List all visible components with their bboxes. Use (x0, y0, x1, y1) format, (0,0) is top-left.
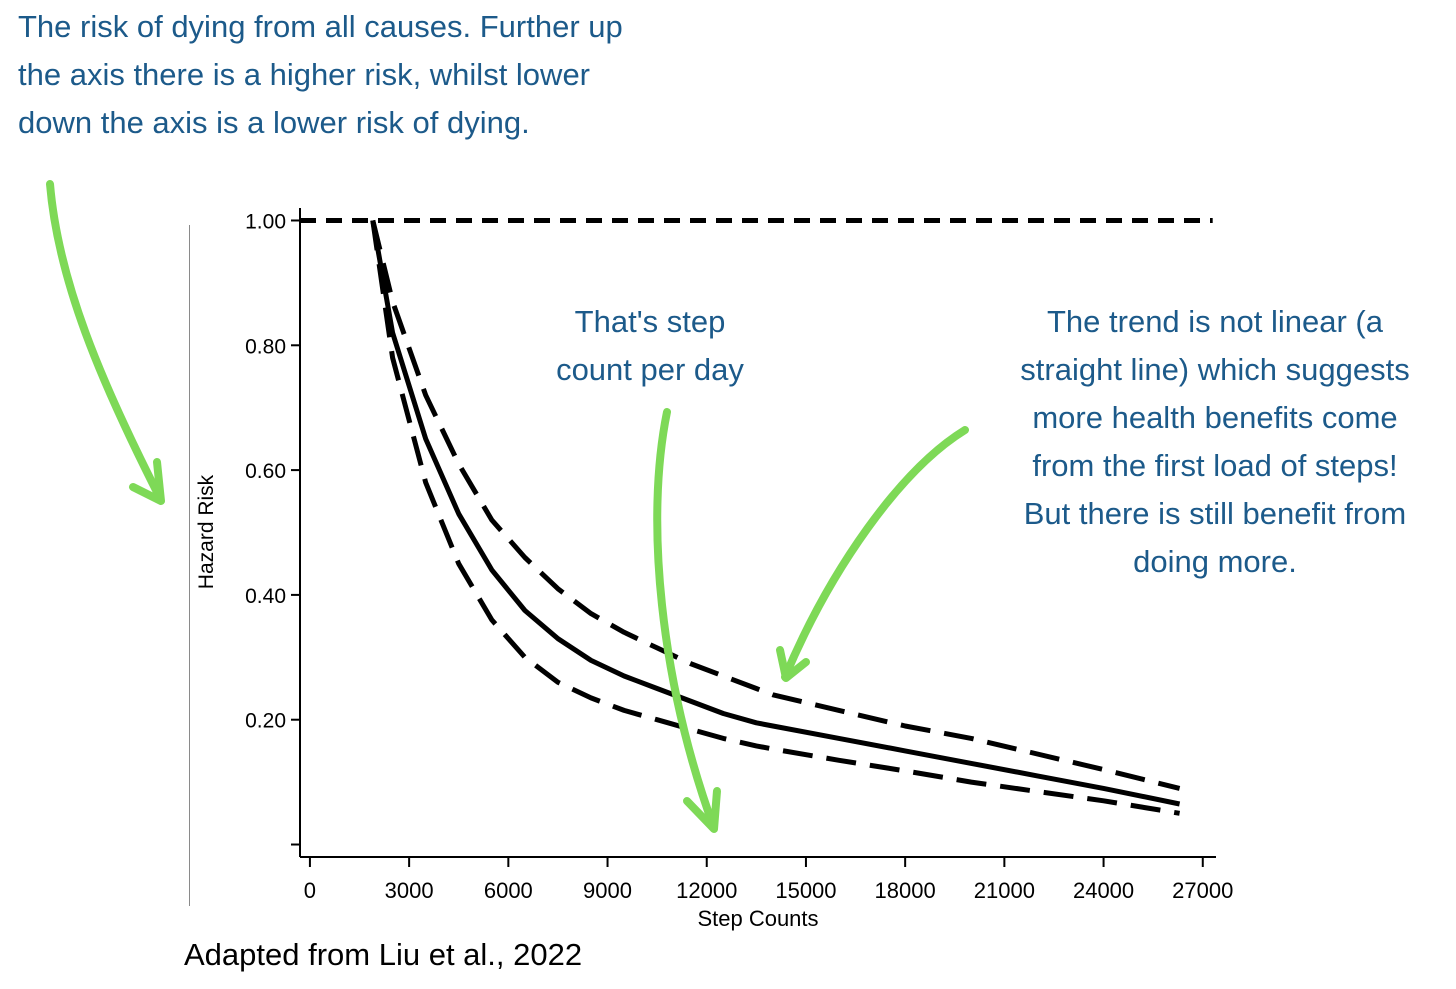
arrow-shaft (46, 180, 164, 502)
x-axis-label: Step Counts (697, 906, 818, 931)
arrow-shaft (653, 408, 718, 832)
x-tick-label: 3000 (385, 878, 434, 903)
y-axis-label: Hazard Risk (195, 474, 218, 589)
x-tick-label: 9000 (583, 878, 632, 903)
y-tick-label: 0.40 (245, 585, 286, 608)
y-axis-annotation-line: the axis there is a higher risk, whilst … (18, 57, 591, 92)
y-axis-annotation-line: The risk of dying from all causes. Furth… (18, 9, 623, 44)
arrowhead-icon (129, 458, 165, 505)
arrowhead-icon (776, 646, 810, 682)
x-ticks: 0 3000 6000 9000 12000 15000 18000 21000 24000 27… (304, 857, 1233, 903)
x-tick-label: 27000 (1172, 878, 1233, 903)
x-tick-label: 6000 (484, 878, 533, 903)
y-ticks: 0.20 0.40 0.60 0.80 1.00 (245, 210, 300, 846)
arrow-to-trend (776, 426, 969, 682)
x-axis-annotation-line: count per day (556, 352, 744, 387)
trend-annotation-line: straight line) which suggests (1020, 352, 1410, 387)
y-tick-label: 0.20 (245, 710, 286, 733)
x-axis-annotation: That's step count per day (520, 298, 780, 394)
x-tick-label: 24000 (1073, 878, 1134, 903)
x-tick-label: 21000 (974, 878, 1035, 903)
x-axis-annotation-line: That's step (574, 304, 726, 339)
chart-axes (299, 208, 1216, 858)
y-tick-label: 0.80 (245, 335, 286, 358)
x-tick-label: 12000 (676, 878, 737, 903)
y-axis-annotation: The risk of dying from all causes. Furth… (18, 3, 738, 147)
x-tick-label: 18000 (875, 878, 936, 903)
trend-annotation-line: The trend is not linear (a (1046, 304, 1383, 339)
source-caption: Adapted from Liu et al., 2022 (184, 937, 583, 972)
left-vertical-rule (189, 225, 190, 906)
arrowhead-icon (683, 787, 721, 833)
confidence-bound-line (370, 220, 1181, 816)
x-tick-label: 0 (304, 878, 316, 903)
trend-annotation-line: But there is still benefit from (1023, 496, 1407, 531)
x-tick-label: 15000 (775, 878, 836, 903)
arrow-to-x-axis (653, 408, 721, 833)
y-tick-label: 0.60 (245, 460, 286, 483)
hazard-estimate-line (370, 220, 1181, 807)
arrow-to-y-axis (46, 180, 165, 505)
confidence-bound-line (370, 219, 1181, 791)
trend-annotation-line: from the first load of steps! (1032, 448, 1398, 483)
trend-annotation-line: doing more. (1133, 544, 1297, 579)
y-tick-label: 1.00 (245, 210, 286, 233)
chart-series (300, 217, 1213, 816)
trend-annotation-line: more health benefits come (1032, 400, 1398, 435)
arrow-shaft (781, 426, 969, 681)
trend-annotation: The trend is not linear (a straight line… (985, 298, 1445, 586)
y-axis-annotation-line: down the axis is a lower risk of dying. (18, 105, 530, 140)
